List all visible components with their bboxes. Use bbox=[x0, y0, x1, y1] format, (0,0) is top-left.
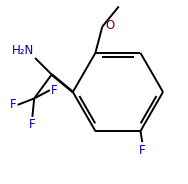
Text: F: F bbox=[139, 144, 146, 157]
Text: F: F bbox=[51, 84, 57, 97]
Text: O: O bbox=[105, 19, 114, 32]
Text: F: F bbox=[29, 118, 36, 131]
Text: F: F bbox=[10, 98, 17, 111]
Text: H₂N: H₂N bbox=[12, 44, 34, 57]
